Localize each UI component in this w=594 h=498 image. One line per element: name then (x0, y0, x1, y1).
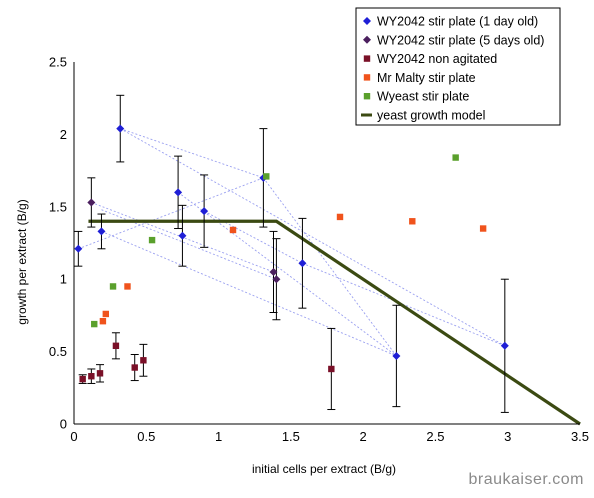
data-point (298, 259, 307, 268)
data-point (74, 244, 83, 253)
legend-item: Mr Malty stir plate (363, 71, 476, 85)
legend-item: WY2042 non agitated (363, 52, 497, 66)
legend-label: yeast growth model (377, 109, 485, 123)
data-point (102, 310, 110, 318)
connector-line (203, 210, 303, 264)
legend-swatch (363, 17, 371, 25)
y-tick-label: 1 (60, 272, 67, 287)
model-line-layer (88, 219, 581, 426)
data-point (174, 188, 183, 197)
connector-line (101, 231, 397, 357)
y-tick-label: 2 (60, 127, 67, 142)
tick-labels: 0 0.5 1 1.5 2 2.5 3 3.5 0 0.5 1 1.5 2 2.5 (49, 55, 589, 445)
watermark: braukaiser.com (469, 471, 585, 488)
x-axis-title: initial cells per extract (B/g) (252, 462, 396, 476)
data-point (263, 173, 270, 180)
data-point (79, 375, 86, 383)
y-tick-label: 0 (60, 417, 67, 432)
data-point (112, 342, 120, 350)
data-point (99, 317, 107, 325)
x-tick-label: 3.5 (571, 429, 589, 444)
legend-item: WY2042 stir plate (5 days old) (363, 33, 544, 47)
connector-line (177, 191, 397, 357)
legend-item: yeast growth model (361, 109, 485, 123)
connector-line (78, 177, 264, 250)
data-point (336, 213, 344, 221)
x-tick-label: 1 (215, 429, 222, 444)
data-point (88, 373, 95, 380)
data-point (328, 365, 335, 373)
connector-line (101, 209, 277, 280)
x-tick-label: 2 (360, 429, 367, 444)
error-bars (74, 94, 509, 413)
x-tick-label: 0.5 (137, 429, 155, 444)
legend-box (355, 7, 561, 126)
axes (73, 62, 580, 425)
y-tick-label: 1.5 (49, 199, 67, 214)
data-point (200, 207, 209, 216)
x-tick-label: 3 (504, 429, 511, 444)
data-point (269, 267, 278, 276)
data-points (74, 124, 509, 383)
legend-swatch (363, 74, 371, 81)
x-tick-label: 1.5 (282, 429, 300, 444)
legend: WY2042 stir plate (1 day old) WY2042 stir… (355, 7, 561, 126)
x-tick-label: 0 (70, 429, 77, 444)
legend-label: Wyeast stir plate (377, 90, 469, 104)
data-point (109, 283, 117, 290)
data-point (229, 226, 237, 234)
data-point (452, 154, 459, 161)
data-point (479, 225, 487, 232)
data-point (87, 198, 96, 207)
legend-label: WY2042 stir plate (1 day old) (377, 15, 538, 29)
data-point (409, 218, 416, 225)
data-point (131, 364, 138, 371)
legend-label: WY2042 stir plate (5 days old) (377, 33, 544, 47)
legend-item: Wyeast stir plate (363, 90, 469, 104)
data-point (124, 283, 131, 290)
legend-items: WY2042 stir plate (1 day old) WY2042 stir… (361, 15, 544, 123)
legend-item: WY2042 stir plate (1 day old) (363, 15, 538, 29)
data-point (97, 227, 106, 236)
data-point (272, 275, 281, 284)
model-line (88, 219, 581, 426)
data-point (392, 351, 401, 360)
data-point (178, 231, 187, 240)
connector-line (120, 128, 264, 179)
legend-label: Mr Malty stir plate (377, 71, 476, 85)
data-point (91, 320, 98, 328)
legend-swatch (363, 35, 371, 44)
data-point (148, 236, 156, 244)
data-point (116, 124, 125, 133)
data-point (140, 357, 147, 364)
legend-swatch (363, 93, 371, 100)
connector-line (120, 128, 506, 347)
legend-label: WY2042 non agitated (377, 52, 497, 66)
connector-lines (78, 128, 506, 357)
connector-line (263, 177, 397, 357)
legend-swatch (363, 55, 371, 62)
data-point (500, 341, 509, 350)
y-axis-title: growth per extract (B/g) (15, 199, 29, 324)
y-tick-label: 0.5 (49, 344, 67, 359)
data-point (96, 370, 104, 377)
x-tick-label: 2.5 (426, 429, 444, 444)
y-tick-label: 2.5 (49, 55, 67, 70)
